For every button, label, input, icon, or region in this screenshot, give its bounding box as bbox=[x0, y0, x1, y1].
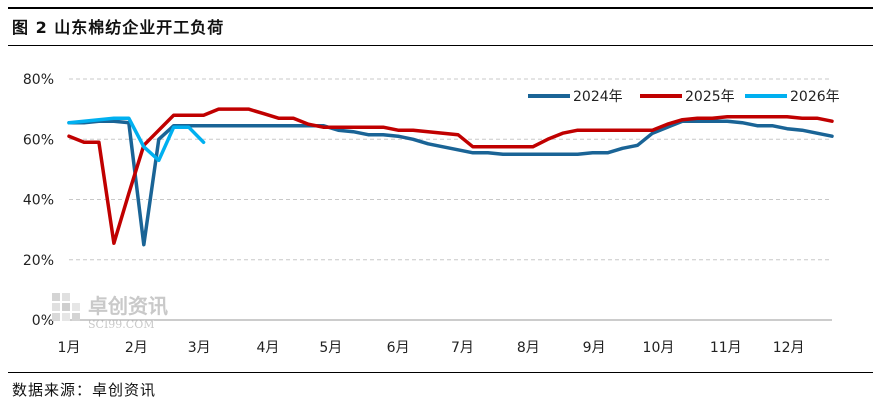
gridlines bbox=[69, 78, 832, 261]
y-tick-label: 0% bbox=[32, 313, 54, 329]
x-tick-label: 10月 bbox=[643, 340, 675, 356]
series-line-2024年 bbox=[67, 119, 834, 247]
legend-label: 2024年 bbox=[573, 89, 623, 105]
series-lines bbox=[67, 107, 834, 247]
series-line-2026年 bbox=[67, 116, 206, 163]
x-tick-label: 5月 bbox=[319, 340, 342, 356]
bottom-rule bbox=[8, 372, 873, 373]
legend: 2024年 2025年 2026年 bbox=[528, 89, 840, 105]
x-tick-label: 4月 bbox=[257, 340, 280, 356]
x-tick-label: 6月 bbox=[387, 340, 410, 356]
figure-title: 图 2 山东棉纺企业开工负荷 bbox=[12, 18, 225, 37]
x-tick-label: 7月 bbox=[451, 340, 474, 356]
x-tick-label: 12月 bbox=[773, 340, 805, 356]
watermark-site: SCI99.COM bbox=[88, 318, 155, 331]
x-tick-label: 11月 bbox=[710, 340, 742, 356]
x-tick-label: 9月 bbox=[583, 340, 606, 356]
watermark-brand: 卓创资讯 bbox=[88, 294, 168, 318]
y-axis: 0% 20% 40% 60% 80% bbox=[23, 72, 54, 329]
x-tick-label: 2月 bbox=[125, 340, 148, 356]
title-divider bbox=[8, 45, 873, 46]
y-tick-label: 80% bbox=[23, 72, 54, 88]
x-tick-label: 8月 bbox=[517, 340, 540, 356]
x-tick-label: 1月 bbox=[58, 340, 81, 356]
y-tick-label: 40% bbox=[23, 193, 54, 209]
watermark-logo-icon bbox=[52, 293, 80, 321]
y-tick-label: 20% bbox=[23, 253, 54, 269]
legend-label: 2025年 bbox=[685, 89, 735, 105]
legend-label: 2026年 bbox=[790, 89, 840, 105]
source-note: 数据来源：卓创资讯 bbox=[12, 381, 157, 399]
y-tick-label: 60% bbox=[23, 132, 54, 148]
top-rule bbox=[8, 7, 873, 9]
series-line-2025年 bbox=[67, 107, 834, 245]
x-axis: 1月 2月 3月 4月 5月 6月 7月 8月 9月 10月 11月 12月 bbox=[58, 319, 832, 356]
watermark: 卓创资讯 SCI99.COM bbox=[52, 293, 168, 331]
x-tick-label: 3月 bbox=[188, 340, 211, 356]
